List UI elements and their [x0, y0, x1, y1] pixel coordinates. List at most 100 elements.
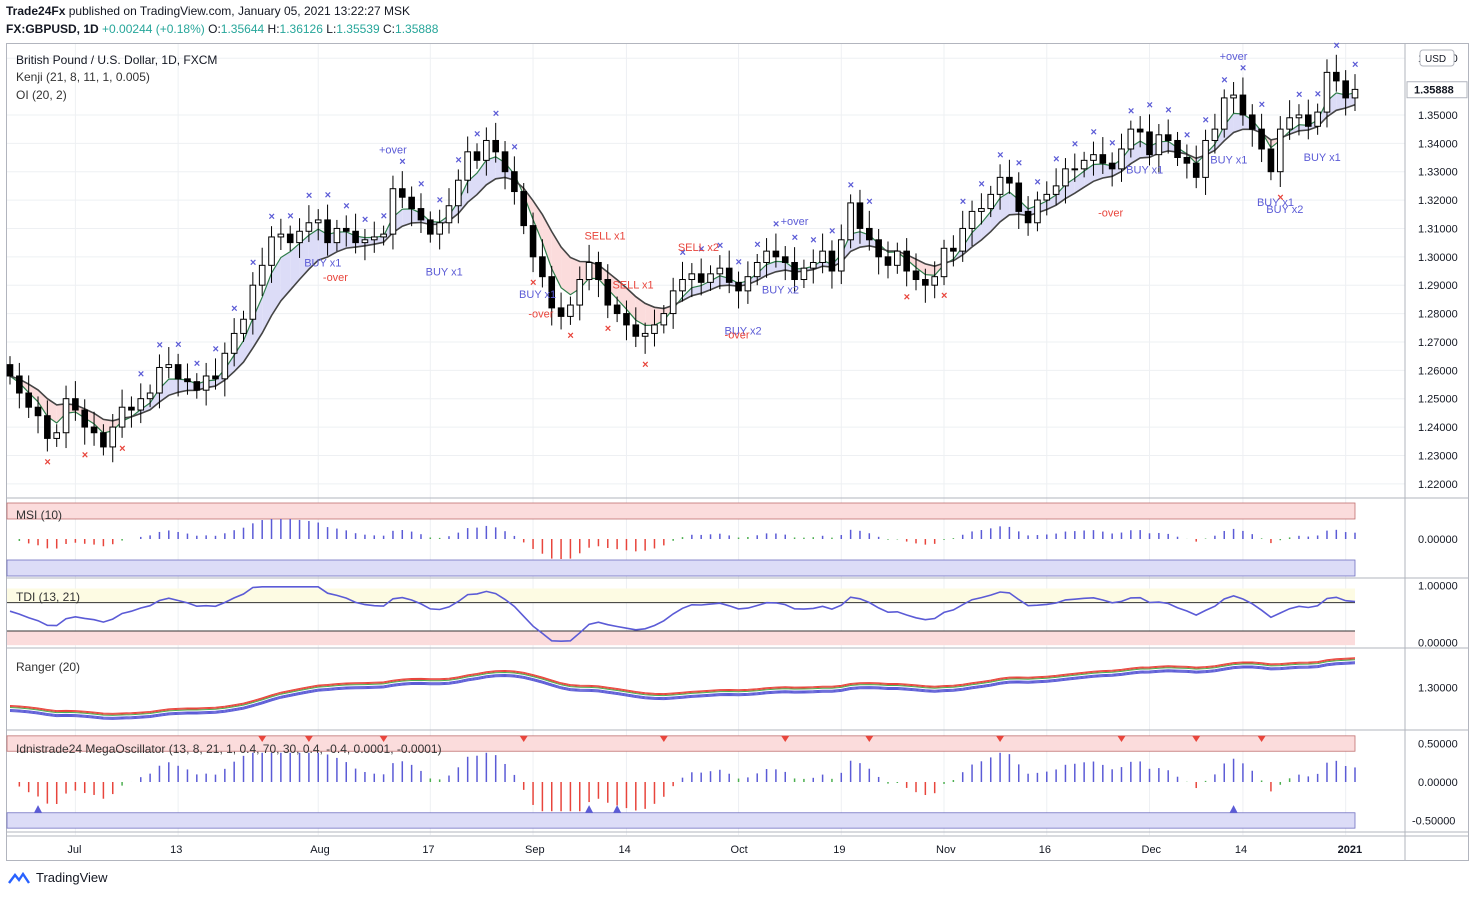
candle-body [286, 233, 294, 244]
sell-cross-marker: × [941, 290, 947, 302]
time-tick-label: 14 [1235, 844, 1247, 856]
buy-cross-marker: × [1090, 127, 1096, 139]
candle-body [473, 151, 481, 161]
sell-cross-marker: × [567, 330, 573, 342]
sell-cross-marker: × [530, 277, 536, 289]
mega-top-triangle [659, 735, 668, 742]
candle-body [613, 304, 621, 315]
over-up-label: +over [1220, 51, 1248, 63]
over-up-label: +over [379, 145, 407, 157]
candle-body [1080, 159, 1088, 170]
oi-legend: OI (20, 2) [16, 88, 67, 102]
price-tick-label: 1.26000 [1418, 365, 1458, 377]
candle-body [109, 426, 117, 448]
candle-body [959, 227, 967, 252]
candle-body [679, 279, 686, 292]
candle-body [1342, 80, 1349, 99]
buy-cross-marker: × [1165, 104, 1171, 116]
buy-cross-marker: × [997, 149, 1003, 161]
buy-cross-marker: × [717, 240, 723, 252]
candle-body [81, 409, 89, 428]
band-segment [299, 235, 309, 280]
buy-cross-marker: × [792, 232, 798, 244]
candle-body [16, 375, 23, 394]
tdi-line [9, 586, 1356, 643]
candle-body [417, 208, 425, 221]
ranger-line [9, 662, 1356, 719]
time-tick-label: 14 [618, 844, 630, 856]
candle-body [1202, 139, 1209, 178]
candle-body [1136, 128, 1144, 133]
mega-top-triangle [304, 735, 313, 742]
candle-body [1351, 88, 1359, 99]
candle-body [1211, 128, 1219, 141]
band-segment [308, 229, 319, 270]
band-segment [626, 287, 636, 321]
candle-body [165, 364, 173, 368]
buy-signal-label: BUY x2 [1266, 204, 1303, 216]
band-segment [1000, 191, 1010, 222]
price-tick-label: 1.29000 [1418, 280, 1458, 292]
tdi-tick-label: 0.00000 [1418, 637, 1458, 649]
currency-badge [1419, 49, 1455, 67]
candle-body [174, 364, 182, 380]
publisher-name[interactable]: Trade24Fx [6, 4, 66, 18]
sell-cross-marker: × [642, 359, 648, 371]
buy-cross-marker: × [978, 178, 984, 190]
candle-body [1239, 94, 1247, 116]
time-tick-label: Dec [1142, 844, 1162, 856]
candle-body [277, 233, 285, 238]
chart-frame[interactable] [6, 43, 1469, 861]
candle-body [978, 208, 985, 212]
sell-cross-marker: × [44, 456, 50, 468]
band-segment [262, 273, 272, 334]
footer-brand[interactable]: TradingView [8, 870, 108, 885]
candle-body [333, 227, 341, 244]
buy-cross-marker: × [511, 141, 517, 153]
buy-cross-marker: × [437, 195, 443, 207]
mega-bottom-triangle [34, 805, 43, 813]
buy-cross-marker: × [1221, 74, 1227, 86]
buy-cross-marker: × [493, 108, 499, 120]
candle-body [585, 261, 593, 281]
band-segment [1214, 125, 1225, 151]
buy-cross-marker: × [175, 339, 181, 351]
sell-signal-label: SELL x1 [584, 231, 625, 243]
buy-cross-marker: × [810, 234, 816, 246]
sell-cross-marker: × [119, 443, 125, 455]
candle-body [1146, 131, 1153, 156]
candle-body [408, 196, 415, 210]
change-value: +0.00244 (+0.18%) [102, 22, 205, 36]
time-tick-label: Sep [525, 844, 545, 856]
publish-info: Trade24Fx published on TradingView.com, … [6, 4, 410, 18]
candle-body [6, 364, 14, 377]
buy-cross-marker: × [343, 200, 349, 212]
grid [7, 44, 1405, 835]
over-down-label: -over [323, 272, 348, 284]
candle-body [398, 188, 406, 198]
band-segment [561, 246, 571, 295]
band-segment [551, 231, 562, 288]
price-tick-label: 1.34000 [1418, 138, 1458, 150]
ranger-lines [9, 657, 1356, 720]
buy-cross-marker: × [1016, 157, 1022, 169]
sell-signal-label: SELL x2 [678, 242, 719, 254]
mega-top-triangle [865, 735, 874, 742]
candle-body [511, 171, 518, 193]
buy-cross-marker: × [399, 156, 405, 168]
buy-cross-marker: × [1352, 59, 1358, 71]
candle-body [128, 406, 135, 411]
buy-cross-marker: × [680, 247, 686, 259]
msi-legend: MSI (10) [16, 508, 63, 522]
band-segment [140, 402, 151, 414]
tdi-legend: TDI (13, 21) [16, 590, 81, 604]
candle-body [763, 250, 770, 263]
price-tick-label: 1.24000 [1418, 422, 1458, 434]
open-value: 1.35644 [220, 22, 265, 36]
buy-cross-marker: × [325, 190, 331, 202]
buy-cross-marker: × [1072, 139, 1078, 151]
buy-cross-marker: × [1184, 129, 1190, 141]
candle-body [735, 281, 742, 292]
candle-body [249, 284, 257, 320]
